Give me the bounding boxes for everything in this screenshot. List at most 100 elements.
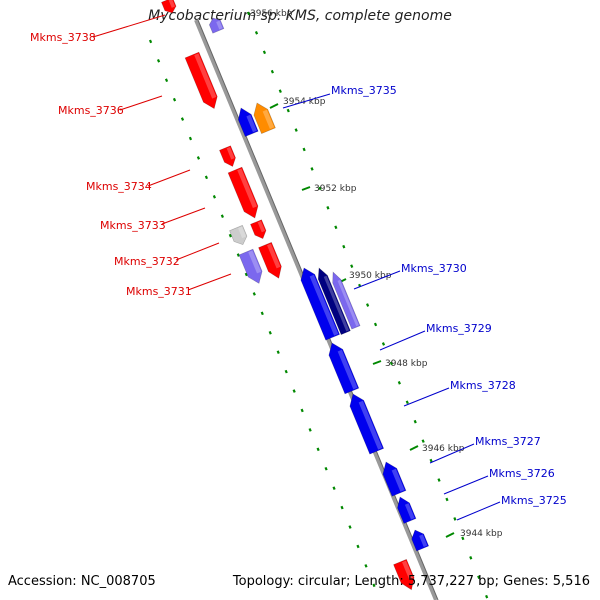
scale-tick [461, 536, 465, 541]
gene-mkms-3734[interactable] [227, 166, 262, 221]
gene-mkms-3732-pseudo[interactable] [229, 224, 250, 247]
gene-mkms-3725[interactable] [409, 528, 430, 552]
scale-tick [334, 225, 338, 230]
gene-mkms-3727[interactable] [346, 391, 385, 455]
scale-tick [156, 59, 161, 63]
gene-mkms-top-rev[interactable] [207, 16, 225, 34]
gene-mkms-3734-small[interactable] [219, 145, 238, 169]
scale-tick [302, 147, 306, 152]
scale-tick [278, 89, 282, 93]
scale-tick [252, 292, 256, 296]
gene-label-mkms-3725[interactable]: Mkms_3725 [501, 494, 567, 507]
scale-tick [372, 583, 376, 588]
gene-label-mkms-3730[interactable]: Mkms_3730 [401, 262, 467, 275]
kbp-label: 3956 kbp [250, 9, 293, 19]
scale-track-left [148, 39, 376, 588]
gene-mkms-3738[interactable] [161, 0, 177, 15]
scale-tick [254, 31, 259, 35]
scale-tick [276, 350, 280, 354]
scale-tick [350, 264, 354, 268]
scale-tick [286, 108, 290, 113]
scale-tick [196, 156, 201, 160]
scale-tick [437, 478, 441, 482]
forward-genes [161, 0, 418, 592]
gene-mkms-3735-highlight[interactable] [250, 100, 276, 134]
scale-tick [294, 128, 298, 132]
kbp-ticks [269, 103, 455, 538]
kbp-label: 3950 kbp [349, 271, 392, 281]
scale-tick [246, 11, 251, 16]
gene-mkms-3729[interactable] [297, 265, 340, 341]
scale-tick [260, 311, 264, 316]
gene-label-mkms-3731[interactable]: Mkms_3731 [126, 285, 192, 298]
kbp-label: 3946 kbp [422, 444, 465, 454]
scale-tick [342, 244, 346, 249]
gene-mkms-3728[interactable] [325, 340, 360, 395]
gene-mkms-3726[interactable] [379, 459, 407, 497]
scale-tick [485, 594, 489, 599]
scale-tick [172, 97, 177, 102]
reverse-genes [207, 16, 430, 552]
gene-label-mkms-3735[interactable]: Mkms_3735 [331, 84, 397, 97]
gene-mkms-3725-a[interactable] [394, 495, 417, 524]
scale-tick [292, 389, 296, 393]
kbp-label: 3944 kbp [460, 529, 503, 539]
gene-mkms-bottom[interactable] [393, 558, 418, 592]
scale-tick [284, 369, 288, 374]
gene-label-mkms-3734[interactable]: Mkms_3734 [86, 180, 152, 193]
left-gene-labels: Mkms_3738 Mkms_3736 Mkms_3734 Mkms_3733 … [30, 14, 232, 298]
gene-mkms-3733[interactable] [250, 219, 268, 241]
scale-tick [310, 167, 314, 171]
scale-tick [366, 303, 370, 307]
scale-tick [405, 400, 409, 405]
gene-label-mkms-3726[interactable]: Mkms_3726 [489, 467, 555, 480]
scale-tick [318, 186, 322, 191]
scale-tick [268, 330, 272, 335]
scale-tick [212, 194, 216, 199]
map-title: Mycobacterium sp. KMS, complete genome [148, 8, 452, 24]
scale-tick [421, 439, 425, 443]
topology-text: Topology: circular; Length: 5,737,227 bp… [232, 574, 590, 589]
gene-label-mkms-3732[interactable]: Mkms_3732 [114, 255, 180, 268]
scale-tick [316, 447, 320, 452]
kbp-label: 3948 kbp [385, 359, 428, 369]
accession-text: Accession: NC_008705 [8, 574, 156, 589]
scale-tick [324, 466, 328, 471]
scale-tick [453, 517, 457, 521]
right-gene-labels: Mkms_3735 Mkms_3730 Mkms_3729 Mkms_3728 … [282, 84, 567, 521]
kbp-label: 3952 kbp [314, 184, 357, 194]
scale-tick [300, 408, 304, 413]
scale-tick [381, 342, 386, 346]
gene-mkms-3731[interactable] [238, 248, 266, 286]
scale-tick [236, 253, 240, 257]
scale-tick [389, 361, 393, 366]
gene-label-mkms-3729[interactable]: Mkms_3729 [426, 322, 492, 335]
scale-tick [270, 69, 274, 74]
gene-label-mkms-3733[interactable]: Mkms_3733 [100, 219, 166, 232]
gene-label-mkms-3736[interactable]: Mkms_3736 [58, 104, 124, 117]
scale-tick [228, 233, 232, 238]
scale-tick [373, 322, 378, 327]
scale-tick [469, 555, 473, 560]
scale-tick [356, 544, 360, 549]
gene-label-mkms-3727[interactable]: Mkms_3727 [475, 435, 541, 448]
scale-tick [180, 117, 185, 121]
scale-tick [308, 428, 312, 432]
gene-mkms-3732[interactable] [258, 241, 286, 281]
scale-tick [204, 175, 209, 180]
scale-tick [326, 206, 330, 210]
scale-tick [413, 419, 417, 424]
gene-mkms-3730-dark[interactable] [314, 266, 351, 335]
scale-tick [348, 525, 352, 529]
gene-mkms-3730[interactable] [329, 270, 361, 330]
scale-tick [397, 380, 401, 385]
scale-tick [188, 136, 193, 141]
scale-tick [477, 575, 481, 580]
gene-label-mkms-3738[interactable]: Mkms_3738 [30, 31, 96, 44]
gene-label-mkms-3728[interactable]: Mkms_3728 [450, 379, 516, 392]
gene-mkms-3735[interactable] [235, 105, 259, 137]
scale-tick [445, 497, 449, 502]
scale-track-right [246, 11, 489, 599]
gene-mkms-3736[interactable] [184, 51, 221, 111]
scale-tick [332, 486, 336, 490]
